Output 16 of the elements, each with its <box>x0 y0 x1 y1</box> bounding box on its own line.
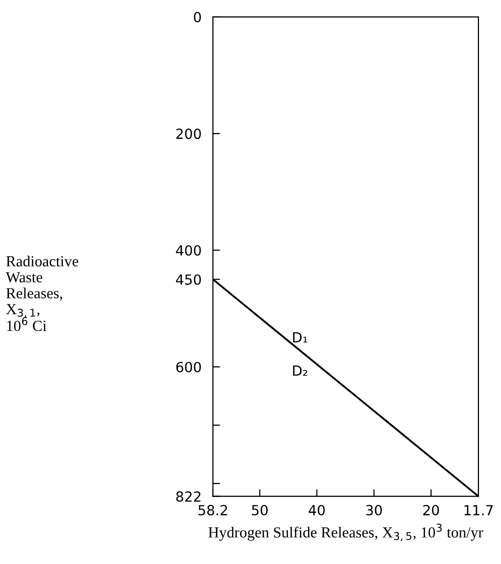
x-tick-label: 20 <box>423 504 439 516</box>
annotation: D₁ <box>293 332 308 342</box>
y-tick-label: 822 <box>176 491 200 502</box>
x-axis-title: Hydrogen Sulfide Releases, X$_{3,5}$, 10$^{3}$ ton/yr <box>208 524 484 542</box>
x-tick-label: 58.2 <box>198 504 227 516</box>
x-tick-label: 40 <box>308 504 325 516</box>
y-tick-label: 400 <box>176 245 201 256</box>
y-tick-label: 450 <box>176 274 201 285</box>
y-tick-label: 200 <box>176 128 201 140</box>
y-tick-label: 0 <box>194 12 201 22</box>
x-tick-label: 30 <box>366 504 382 516</box>
x-tick-label: 50 <box>252 504 268 516</box>
text: Radioactive Waste Releases, X$_{3,1}$, 10$^{6}$ Ci <box>6 256 78 332</box>
annotation: D₂ <box>293 366 308 376</box>
y-tick-label: 600 <box>176 362 201 372</box>
x-tick-label: 11.7 <box>464 505 493 516</box>
